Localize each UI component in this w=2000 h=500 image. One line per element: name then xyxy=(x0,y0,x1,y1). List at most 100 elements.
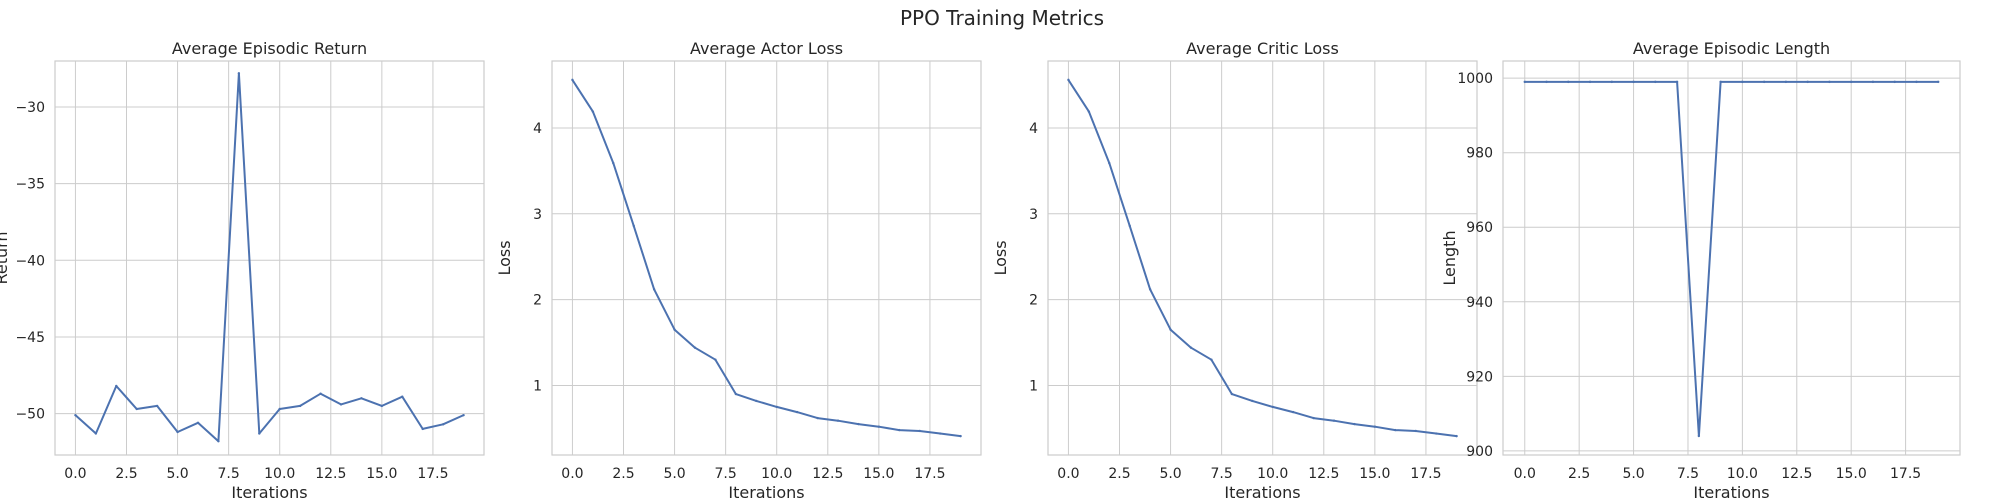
chart-panels: 0.0 2.5 5.0 7.5 10.0 12.5 15.0 17.5−50−45−40−35… xyxy=(0,39,1961,500)
data-point xyxy=(673,328,676,331)
chart-title: Average Actor Loss xyxy=(690,39,843,58)
x-tick-label: 0.0 xyxy=(1514,466,1536,482)
chart-panel-1: 0.0 2.5 5.0 7.5 10.0 12.5 15.0 17.5 −50 −45 −40 −35… xyxy=(0,39,485,500)
data-point xyxy=(1806,80,1809,84)
x-tick-label: 7.5 xyxy=(1677,466,1699,482)
series-line xyxy=(571,79,961,438)
data-point xyxy=(632,224,635,228)
data-point xyxy=(135,407,138,411)
data-point xyxy=(1849,80,1853,84)
data-point xyxy=(755,399,758,403)
x-tick-label: 15.0 xyxy=(1836,466,1867,482)
data-point xyxy=(1741,80,1744,84)
x-tick-label: 10.0 xyxy=(264,466,295,482)
y-tick-label: 4 xyxy=(533,121,542,137)
data-point xyxy=(462,413,465,417)
data-point xyxy=(1545,80,1548,84)
x-tick-label: 0.0 xyxy=(64,466,86,482)
axes-frame xyxy=(1047,60,1478,456)
y-tick-label: 3 xyxy=(533,207,542,223)
data-point xyxy=(1271,405,1274,409)
data-point xyxy=(1291,410,1295,414)
y-tick-label: 920 xyxy=(1466,369,1493,385)
data-point xyxy=(571,78,574,82)
data-point xyxy=(1523,80,1526,84)
x-tick-label: 17.5 xyxy=(1890,466,1921,482)
x-axis-label: Iterations xyxy=(231,483,307,500)
data-point xyxy=(1148,288,1152,291)
data-point xyxy=(1434,432,1438,435)
data-point xyxy=(938,432,942,435)
y-tick-label: −30 xyxy=(15,100,45,116)
data-point xyxy=(339,403,343,406)
x-tick-label: 12.5 xyxy=(315,466,346,482)
data-point xyxy=(74,413,77,417)
axes-frame xyxy=(551,60,982,456)
y-axis-label: Length xyxy=(1440,230,1459,285)
data-point xyxy=(1937,80,1940,84)
series-line xyxy=(1067,79,1457,438)
data-point xyxy=(176,430,179,434)
chart-title: Average Episodic Return xyxy=(172,39,367,58)
figure-title: PPO Training Metrics xyxy=(900,6,1104,30)
x-tick-label: 5.0 xyxy=(166,466,188,482)
y-tick-label: 940 xyxy=(1466,295,1493,311)
data-point xyxy=(795,410,799,414)
data-point xyxy=(1353,422,1356,426)
data-point xyxy=(836,419,840,422)
data-point xyxy=(1784,80,1788,84)
x-tick-label: 2.5 xyxy=(1568,466,1590,482)
axes-frame xyxy=(54,60,485,456)
data-point xyxy=(652,288,656,291)
y-tick-label: 960 xyxy=(1466,220,1493,236)
data-point xyxy=(196,421,200,425)
data-point xyxy=(1588,80,1592,84)
data-point xyxy=(1654,80,1657,84)
x-axis-label: Iterations xyxy=(1693,483,1769,500)
x-tick-label: 15.0 xyxy=(1359,466,1390,482)
x-tick-label: 0.0 xyxy=(561,466,583,482)
x-tick-label: 2.5 xyxy=(115,466,137,482)
data-point xyxy=(1312,416,1315,420)
data-point xyxy=(1108,161,1111,165)
data-point xyxy=(591,110,595,113)
data-point xyxy=(1189,346,1193,349)
data-point xyxy=(319,392,322,395)
y-tick-label: 1 xyxy=(1029,378,1038,394)
y-axis-label: Return xyxy=(0,231,11,284)
x-tick-label: 12.5 xyxy=(1781,466,1812,482)
data-point xyxy=(421,427,424,431)
chart-panel-4: 0.0 2.5 5.0 7.5 10.0 12.5 15.0 17.5 900 920 940 960… xyxy=(1440,39,1961,500)
x-tick-label: 17.5 xyxy=(1410,466,1441,482)
plot-area xyxy=(55,61,484,455)
data-point xyxy=(1915,80,1918,84)
data-point xyxy=(258,432,261,435)
data-point xyxy=(1697,434,1701,438)
x-axis-label: Iterations xyxy=(1224,483,1300,500)
data-point xyxy=(877,425,881,428)
data-point xyxy=(959,434,962,438)
series-line xyxy=(1524,80,1939,437)
data-point xyxy=(1230,392,1234,396)
y-axis-label: Loss xyxy=(495,240,514,275)
data-point xyxy=(441,423,445,426)
y-axis-label: Loss xyxy=(991,240,1010,275)
x-tick-label: 2.5 xyxy=(612,466,634,482)
data-point xyxy=(380,404,384,408)
data-point xyxy=(612,161,615,165)
x-tick-label: 7.5 xyxy=(1211,466,1233,482)
y-tick-label: 2 xyxy=(1029,293,1038,309)
x-tick-label: 15.0 xyxy=(863,466,894,482)
data-point xyxy=(1210,358,1213,361)
data-point xyxy=(918,429,921,433)
data-point xyxy=(1414,429,1417,433)
data-point xyxy=(115,384,118,388)
data-point xyxy=(155,404,159,408)
plot-area xyxy=(1048,61,1477,455)
data-point xyxy=(94,432,98,435)
x-tick-label: 10.0 xyxy=(1727,466,1758,482)
data-point xyxy=(1087,110,1091,113)
x-tick-label: 12.5 xyxy=(812,466,843,482)
data-point xyxy=(1373,425,1377,428)
x-tick-label: 12.5 xyxy=(1308,466,1339,482)
